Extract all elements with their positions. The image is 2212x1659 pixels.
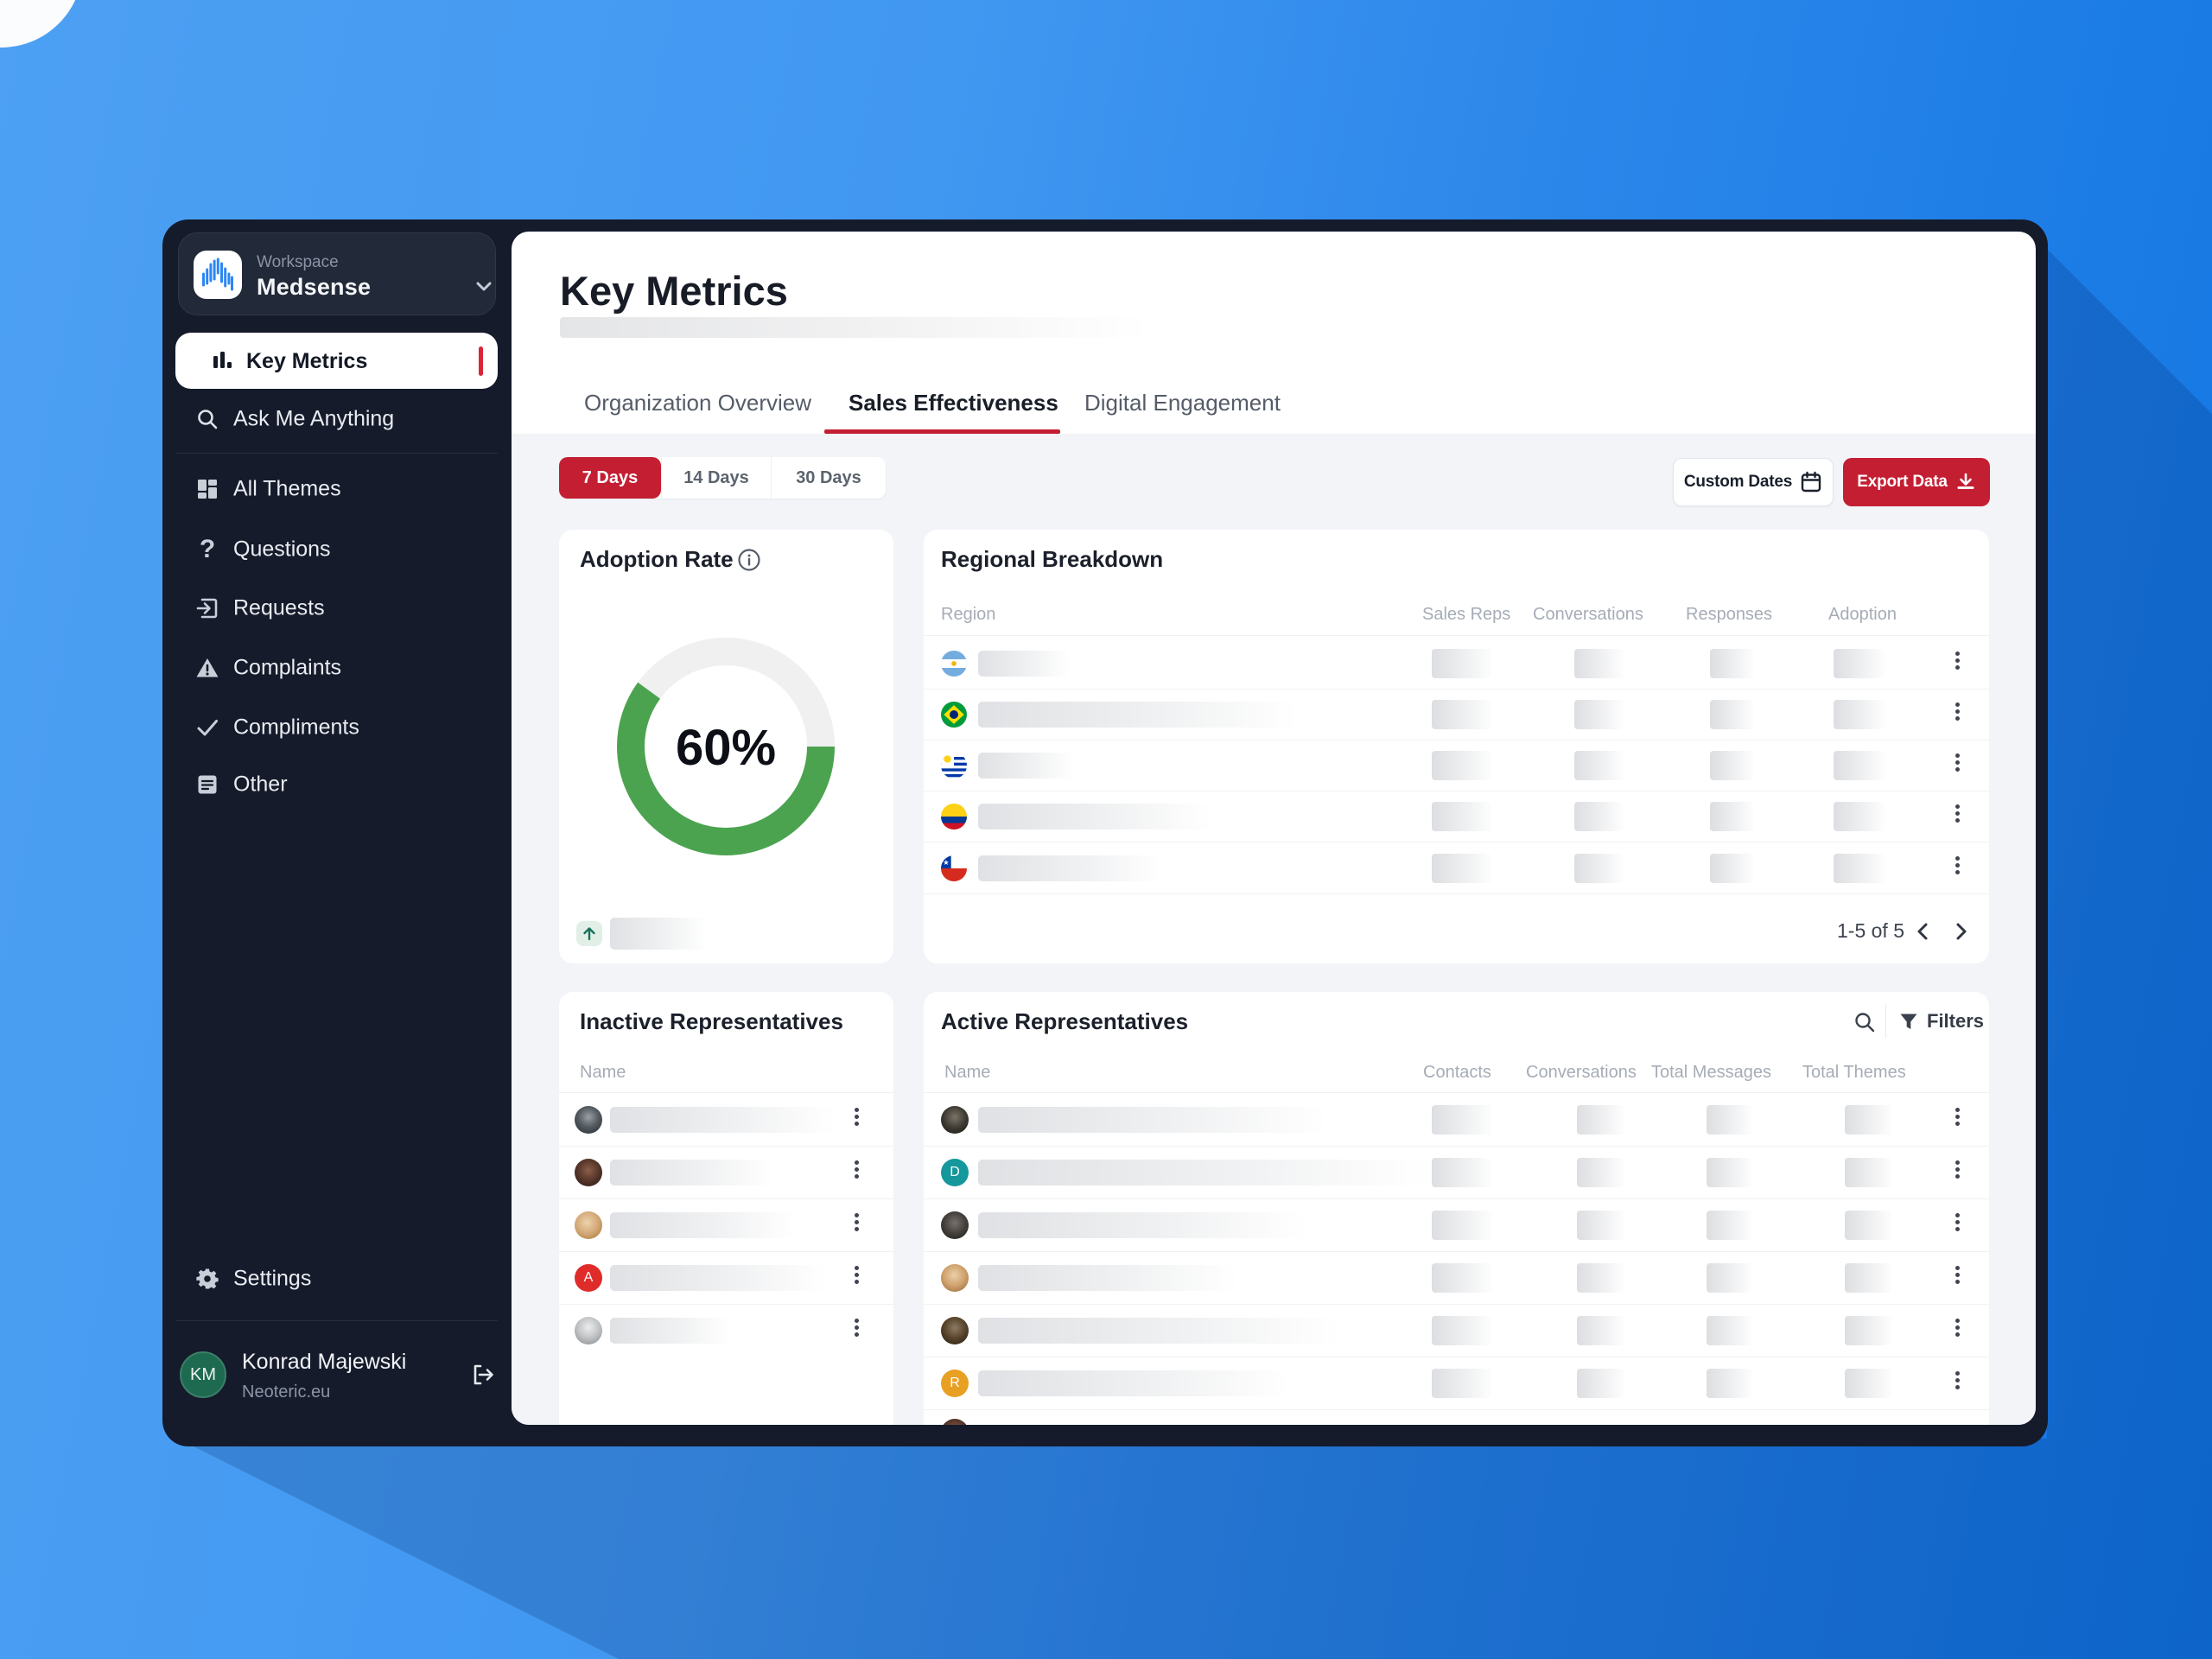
svg-text:60%: 60% xyxy=(676,720,776,776)
svg-text:★: ★ xyxy=(943,858,949,867)
